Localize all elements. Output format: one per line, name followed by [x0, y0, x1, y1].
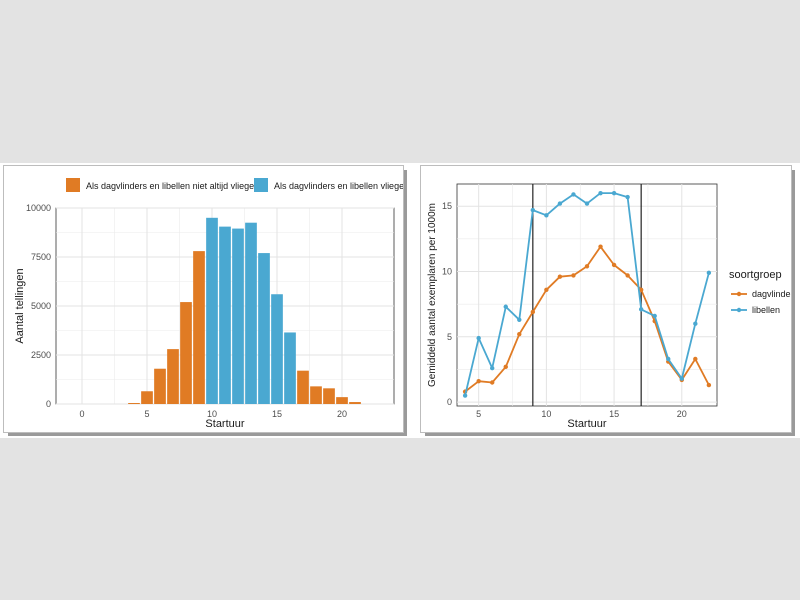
y-tick-label: 15 [442, 201, 452, 211]
data-point [584, 264, 590, 269]
data-point [638, 307, 644, 312]
x-tick-label: 0 [79, 409, 84, 419]
bar [323, 388, 335, 404]
data-point [503, 364, 508, 370]
x-tick-label: 20 [337, 409, 347, 419]
bar [219, 226, 231, 404]
data-point [652, 313, 657, 319]
x-tick-label: 15 [272, 409, 282, 419]
bar [271, 294, 283, 404]
data-point [476, 378, 481, 384]
bar [297, 370, 309, 404]
data-point [557, 201, 563, 206]
y-tick-label: 2500 [31, 350, 51, 360]
data-point [693, 321, 698, 326]
x-axis-title: Startuur [567, 418, 606, 430]
right-chart-panel: 5 10 15 20 0 5 10 15 Startuur Gemiddeld aantal ex… [420, 165, 799, 433]
bar [284, 332, 296, 404]
data-point [693, 356, 698, 362]
legend-label: Als dagvlinders en libellen niet altijd … [86, 181, 259, 191]
x-axis-title: Startuur [205, 418, 244, 430]
legend-marker [736, 291, 742, 297]
legend-label: Als dagvlinders en libellen vliegen [274, 181, 403, 191]
y-tick-label: 5000 [31, 301, 51, 311]
data-point [517, 331, 522, 337]
legend-title: soortgroep [729, 269, 782, 281]
data-point [476, 335, 481, 341]
legend-marker [736, 307, 742, 313]
bar [349, 402, 361, 404]
legend-swatch [254, 178, 268, 192]
x-tick-label: 15 [609, 409, 619, 419]
legend-label: dagvlinders [752, 289, 791, 299]
data-point [530, 207, 536, 213]
x-tick-label: 10 [207, 409, 217, 419]
bar [167, 349, 179, 404]
x-tick-label: 5 [144, 409, 149, 419]
bar [206, 217, 218, 404]
bar [310, 386, 322, 404]
data-point [571, 273, 576, 278]
data-point [544, 213, 549, 218]
bar [336, 397, 348, 404]
data-point [706, 382, 712, 388]
bar [193, 251, 205, 404]
data-point [490, 365, 495, 371]
y-axis-title: Gemiddeld aantal exemplaren per 1000m [427, 203, 438, 387]
x-tick-label: 10 [541, 409, 551, 419]
y-axis-title: Aantal tellingen [14, 268, 26, 343]
data-point [611, 190, 617, 196]
data-point [544, 287, 549, 292]
y-tick-label: 5 [447, 332, 452, 342]
y-tick-label: 7500 [31, 252, 51, 262]
data-point [584, 201, 590, 206]
bar [128, 403, 140, 404]
data-point [462, 393, 468, 398]
data-point [598, 244, 603, 249]
data-point [666, 356, 671, 362]
data-point [503, 304, 508, 309]
x-tick-label: 5 [476, 409, 481, 419]
data-point [638, 287, 644, 292]
bar-chart: 0 5 10 15 20 0 2500 5000 7500 10000 Startuur Aantal… [14, 178, 409, 430]
data-point [679, 376, 684, 381]
y-tick-label: 10 [442, 266, 452, 276]
y-tick-label: 0 [447, 397, 452, 407]
bar [154, 368, 166, 404]
bar [258, 253, 270, 404]
figure-strip: 0 5 10 15 20 0 2500 5000 7500 10000 Startuur Aantal… [0, 163, 800, 438]
legend-swatch [66, 178, 80, 192]
data-point [517, 317, 522, 323]
x-tick-label: 20 [677, 409, 687, 419]
y-tick-label: 0 [46, 399, 51, 409]
bar [141, 391, 153, 404]
data-point [611, 262, 617, 268]
data-point [557, 274, 563, 279]
data-point [706, 270, 712, 275]
bar [232, 228, 244, 404]
data-point [598, 190, 603, 196]
data-point [571, 192, 576, 197]
data-point [625, 273, 630, 278]
bar [180, 302, 192, 404]
y-tick-label: 10000 [26, 203, 51, 213]
data-point [625, 194, 630, 200]
data-point [530, 309, 536, 315]
legend-label: libellen [752, 305, 780, 315]
left-chart-panel: 0 5 10 15 20 0 2500 5000 7500 10000 Startuur Aantal… [3, 165, 409, 433]
bar [245, 222, 257, 404]
data-point [490, 380, 495, 385]
